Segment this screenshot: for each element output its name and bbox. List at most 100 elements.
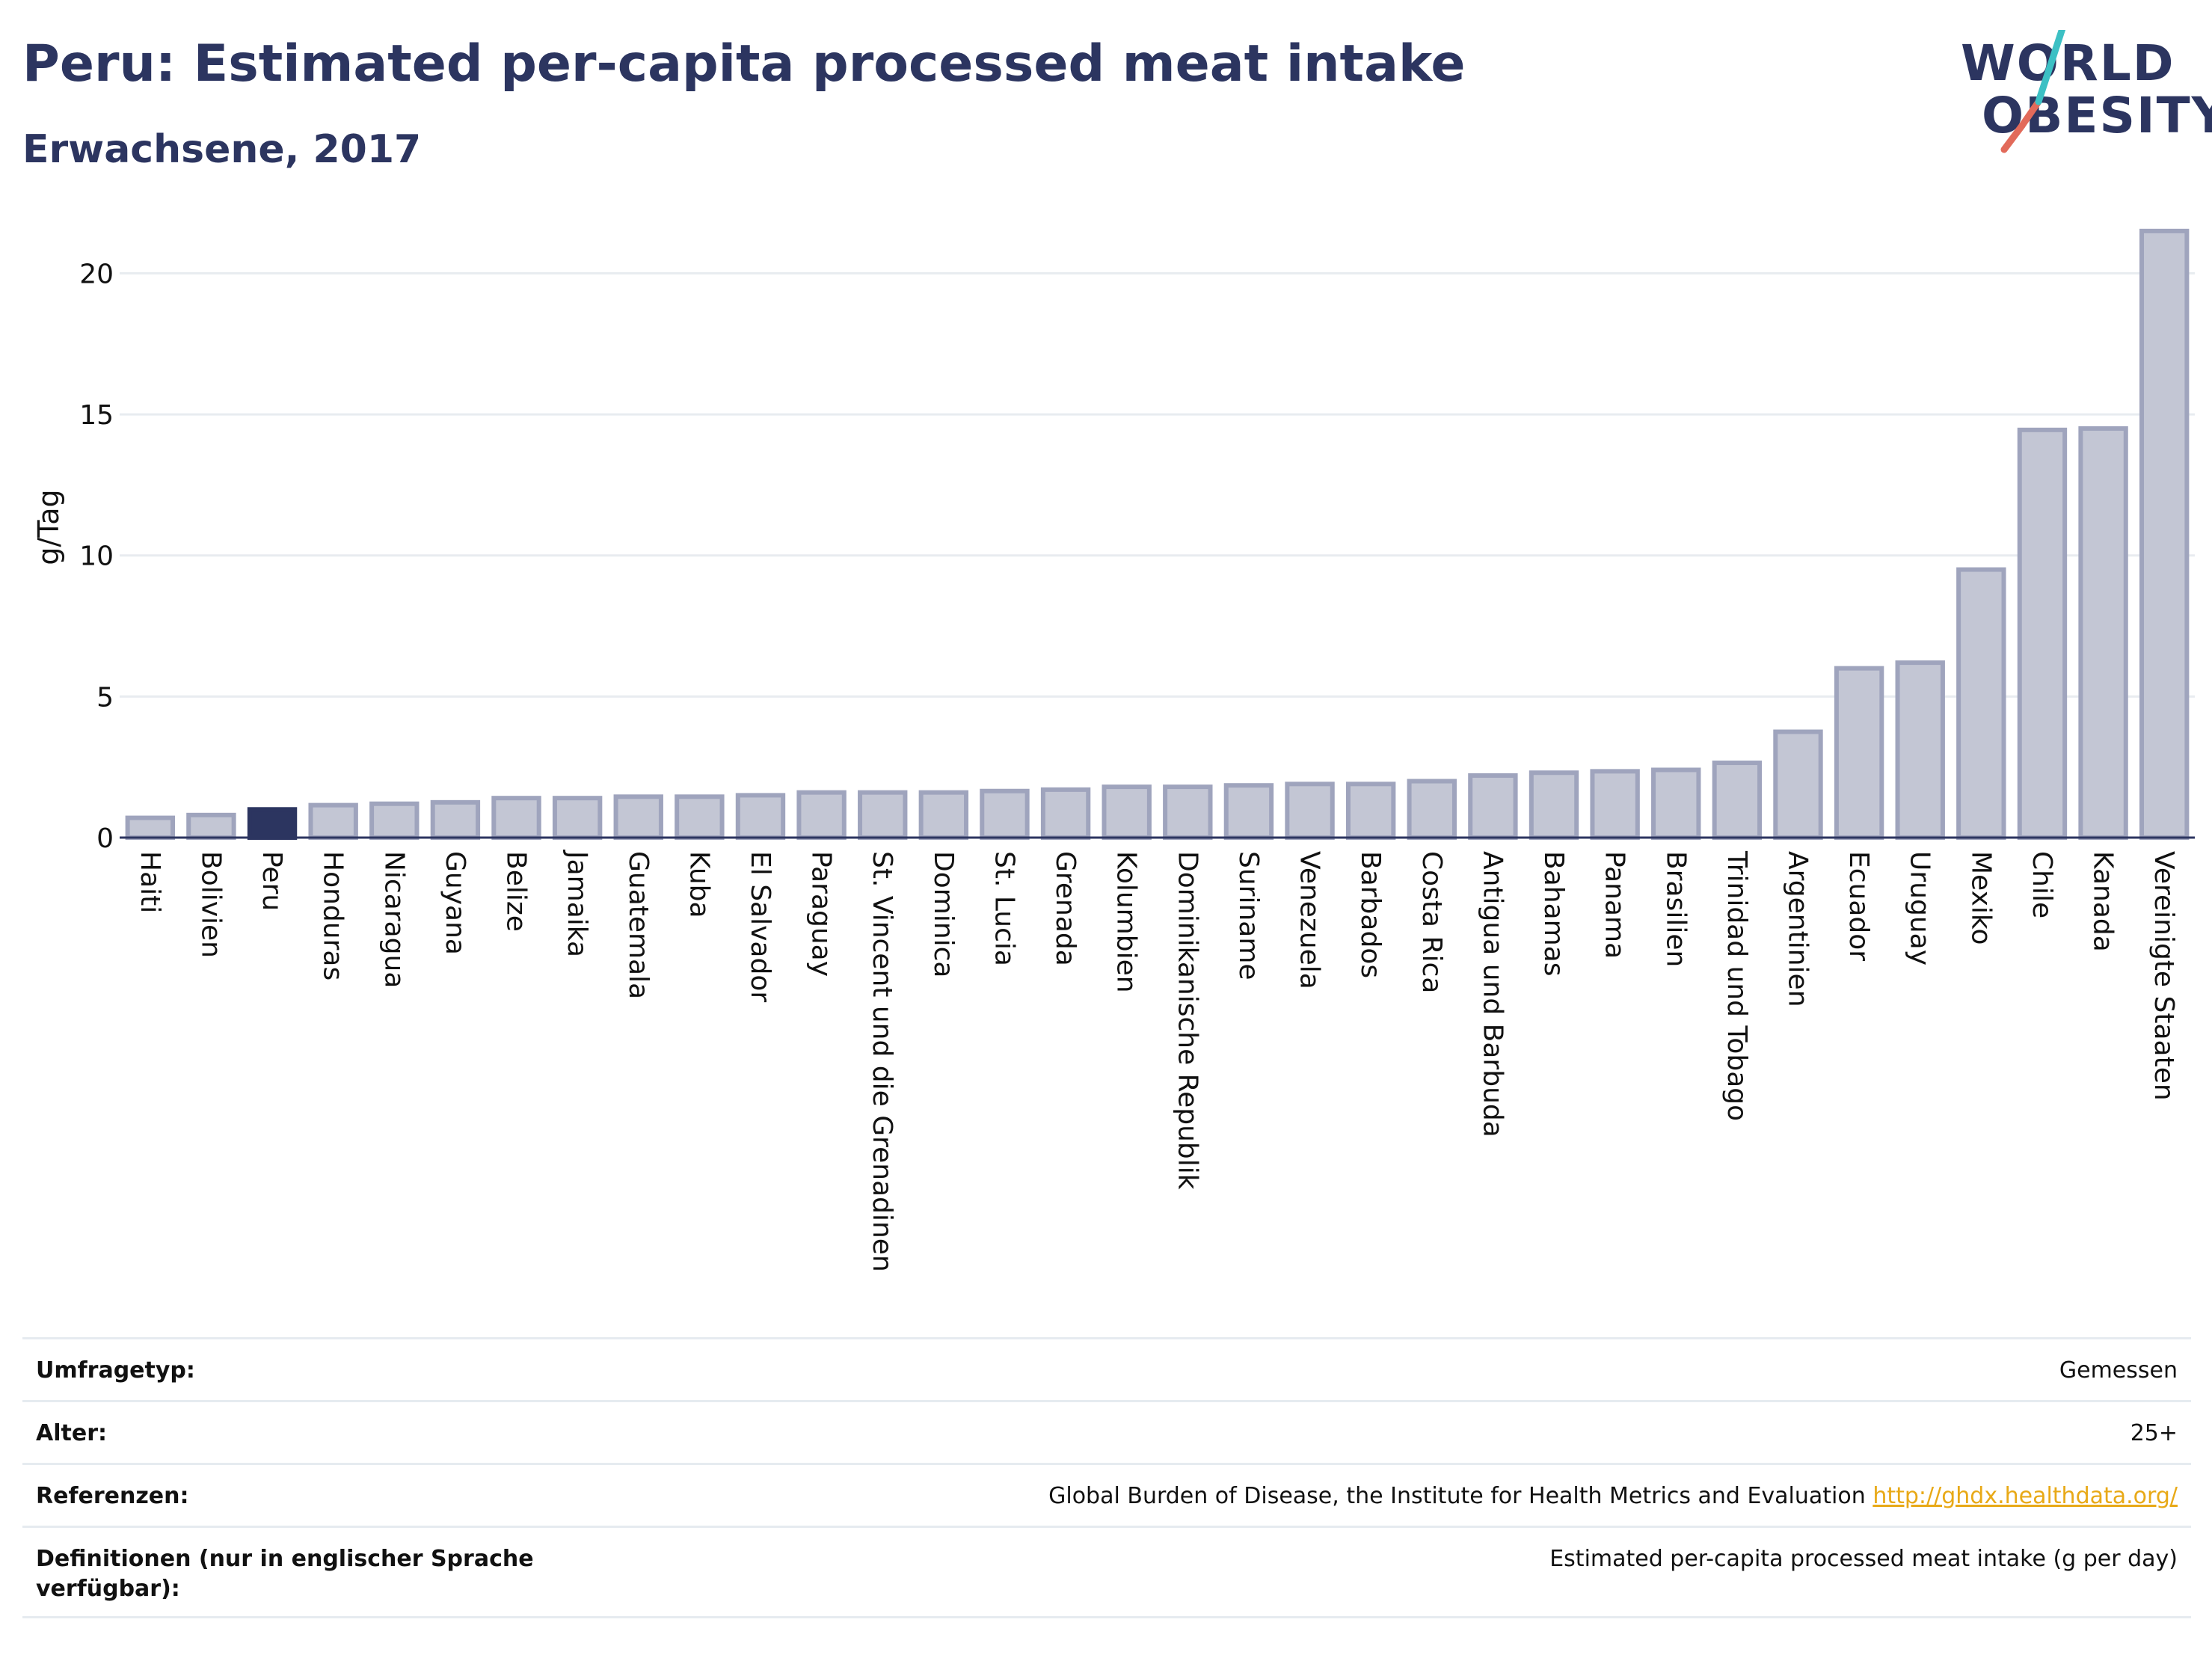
x-tick-label: Costa Rica bbox=[1416, 851, 1447, 993]
x-tick-label: Dominica bbox=[928, 851, 959, 978]
bar[interactable] bbox=[1773, 729, 1823, 840]
x-tick-label: Grenada bbox=[1050, 851, 1081, 966]
x-tick-label: Belize bbox=[501, 851, 532, 932]
bar[interactable] bbox=[1040, 787, 1091, 841]
x-tick-label: Argentinien bbox=[1782, 851, 1813, 1007]
x-tick-label: Honduras bbox=[318, 851, 348, 980]
x-tick-label: Bahamas bbox=[1538, 851, 1569, 977]
x-tick-label: Dominikanische Republik bbox=[1172, 851, 1202, 1190]
info-value-text: Estimated per-capita processed meat inta… bbox=[1549, 1546, 2178, 1572]
x-tick-label: St. Vincent und die Grenadinen bbox=[867, 851, 897, 1272]
bar[interactable] bbox=[858, 790, 908, 840]
x-tick-label: Uruguay bbox=[1905, 851, 1935, 965]
bar[interactable] bbox=[1956, 567, 2006, 840]
y-tick-label: 0 bbox=[96, 823, 114, 854]
info-label: Alter: bbox=[36, 1420, 107, 1446]
x-tick-label: El Salvador bbox=[745, 851, 775, 1002]
bar[interactable] bbox=[1651, 767, 1701, 840]
x-tick-label: Guatemala bbox=[623, 851, 654, 999]
info-table: Umfragetyp: Gemessen Alter: 25+ Referenzen: G… bbox=[22, 1337, 2191, 1618]
y-axis-ticks: 0 5 10 15 20 bbox=[79, 259, 114, 854]
bar[interactable] bbox=[491, 796, 541, 841]
y-tick-label: 5 bbox=[96, 682, 114, 713]
x-tick-label: Kolumbien bbox=[1111, 851, 1142, 993]
x-tick-label: Peru bbox=[256, 851, 287, 911]
bar[interactable] bbox=[980, 788, 1030, 840]
chart-subtitle: Erwachsene, 2017 bbox=[22, 127, 422, 172]
world-obesity-logo[interactable]: WORLD OBESITY bbox=[1944, 30, 2212, 165]
bar[interactable] bbox=[1407, 779, 1457, 841]
info-label: Umfragetyp: bbox=[36, 1357, 195, 1384]
info-row: Definitionen (nur in englischer Sprache … bbox=[22, 1526, 2191, 1618]
bar[interactable] bbox=[1834, 666, 1884, 840]
x-tick-label: Venezuela bbox=[1294, 851, 1325, 989]
bar[interactable] bbox=[675, 794, 725, 841]
y-axis-title: g/Tag bbox=[32, 489, 65, 565]
bar[interactable] bbox=[1468, 773, 1518, 840]
info-row: Alter: 25+ bbox=[22, 1400, 2191, 1463]
bar[interactable] bbox=[125, 815, 176, 840]
bar[interactable] bbox=[1895, 660, 1945, 840]
info-label: Definitionen (nur in englischer Sprache … bbox=[36, 1546, 534, 1602]
bar[interactable] bbox=[1102, 784, 1152, 840]
x-tick-label: Kuba bbox=[683, 851, 714, 918]
bar[interactable] bbox=[430, 799, 481, 840]
chart-title: Peru: Estimated per-capita processed mea… bbox=[22, 34, 1466, 93]
x-tick-label: Brasilien bbox=[1660, 851, 1691, 967]
bar[interactable] bbox=[186, 812, 236, 840]
x-tick-label: Suriname bbox=[1233, 851, 1264, 980]
info-value-text: Global Burden of Disease, the Institute … bbox=[1048, 1483, 1866, 1509]
x-tick-label: Vereinigte Staaten bbox=[2148, 851, 2179, 1101]
info-row: Referenzen: Global Burden of Disease, the… bbox=[22, 1463, 2191, 1526]
info-row: Umfragetyp: Gemessen bbox=[22, 1337, 2191, 1400]
x-axis-labels: Haiti Bolivien Peru Honduras Nicaragua Guyana… bbox=[135, 850, 2179, 1272]
info-label: Referenzen: bbox=[36, 1483, 189, 1509]
bar[interactable] bbox=[613, 794, 663, 841]
x-tick-label: Bolivien bbox=[195, 851, 226, 958]
reference-link[interactable]: http://ghdx.healthdata.org/ bbox=[1872, 1483, 2178, 1509]
bar[interactable] bbox=[1712, 761, 1763, 840]
x-tick-label: Chile bbox=[2027, 851, 2057, 918]
bar[interactable] bbox=[552, 796, 603, 841]
x-tick-label: Ecuador bbox=[1843, 851, 1874, 961]
bar[interactable] bbox=[2078, 426, 2128, 841]
info-value: Estimated per-capita processed meat inta… bbox=[1549, 1544, 2178, 1574]
bar[interactable] bbox=[1529, 770, 1579, 841]
bar[interactable] bbox=[2139, 228, 2190, 840]
bars bbox=[125, 228, 2190, 841]
x-tick-label: Haiti bbox=[135, 851, 165, 913]
y-tick-label: 10 bbox=[79, 541, 114, 572]
y-tick-label: 15 bbox=[79, 400, 114, 431]
x-tick-label: Jamaika bbox=[562, 850, 592, 957]
x-tick-label: Barbados bbox=[1355, 851, 1386, 978]
bar[interactable] bbox=[1285, 782, 1335, 840]
bar[interactable] bbox=[1590, 769, 1640, 840]
bar[interactable] bbox=[1345, 782, 1396, 840]
bar[interactable] bbox=[2017, 427, 2068, 841]
x-tick-label: Panama bbox=[1600, 851, 1630, 959]
x-tick-label: St. Lucia bbox=[989, 851, 1019, 966]
y-tick-label: 20 bbox=[79, 259, 114, 289]
x-tick-label: Guyana bbox=[440, 851, 470, 955]
info-value-text: Gemessen bbox=[2059, 1357, 2178, 1384]
x-tick-label: Mexiko bbox=[1965, 851, 1996, 945]
gridlines bbox=[120, 271, 2195, 698]
x-tick-label: Paraguay bbox=[806, 851, 837, 977]
info-value: Global Burden of Disease, the Institute … bbox=[1048, 1481, 2178, 1511]
bar[interactable] bbox=[308, 802, 358, 841]
bar[interactable] bbox=[247, 807, 298, 840]
info-value-text: 25+ bbox=[2130, 1420, 2178, 1446]
x-tick-label: Trinidad und Tobago bbox=[1721, 850, 1752, 1121]
bar[interactable] bbox=[918, 790, 969, 840]
bar-chart: 0 5 10 15 20 Haiti Bolivien Peru Honduras Nicara… bbox=[32, 228, 2195, 1272]
x-tick-label: Antigua und Barbuda bbox=[1477, 851, 1508, 1137]
x-tick-label: Kanada bbox=[2088, 851, 2119, 952]
info-value: 25+ bbox=[2130, 1419, 2178, 1449]
bar[interactable] bbox=[1223, 783, 1274, 840]
bar[interactable] bbox=[369, 801, 420, 841]
bar[interactable] bbox=[796, 790, 847, 840]
logo-slash-icon bbox=[2000, 30, 2066, 153]
x-tick-label: Nicaragua bbox=[378, 851, 409, 988]
bar[interactable] bbox=[735, 793, 786, 841]
bar[interactable] bbox=[1163, 784, 1213, 840]
